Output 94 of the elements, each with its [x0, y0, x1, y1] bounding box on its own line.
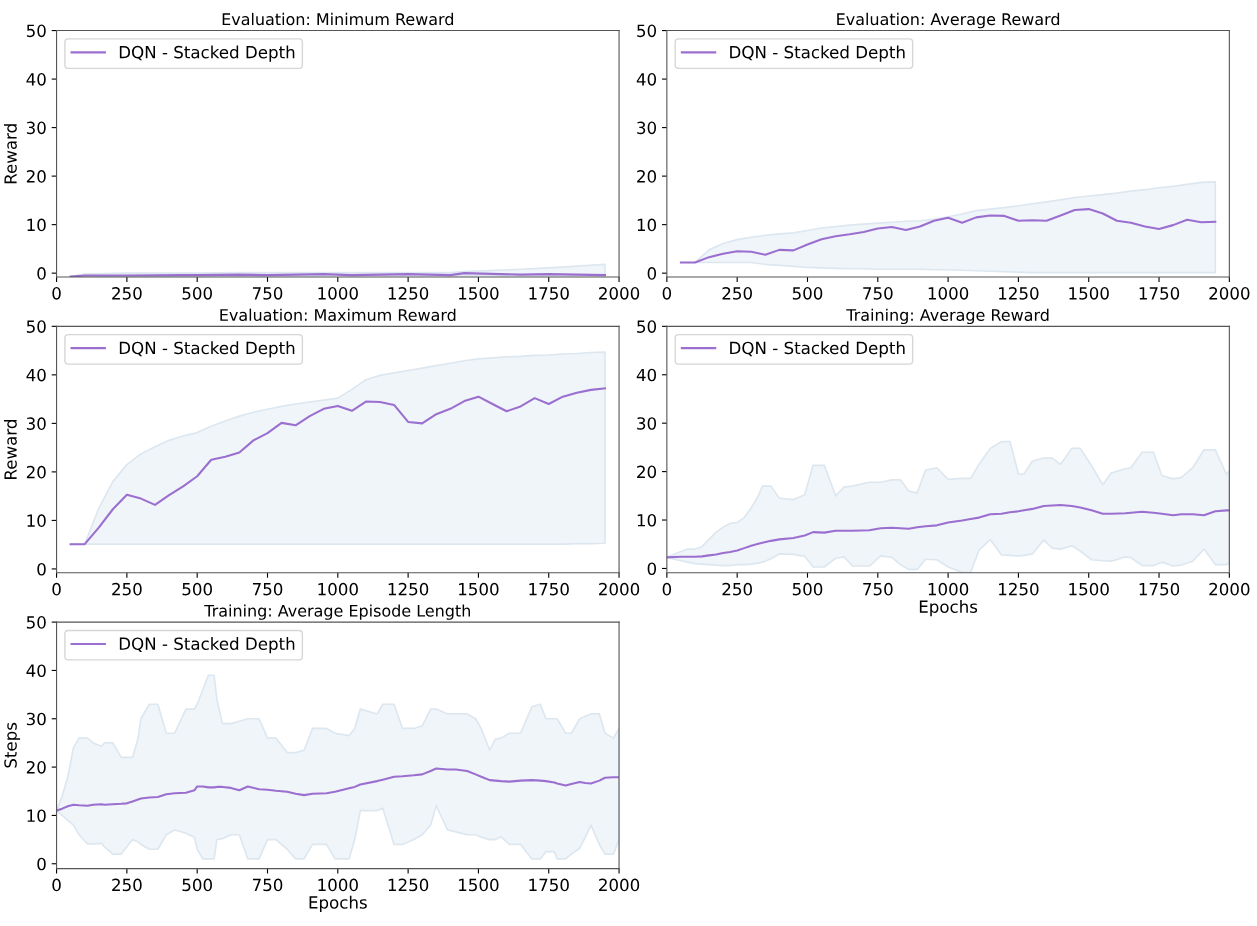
x-tick-label: 1250: [388, 582, 429, 596]
x-tick-label: 0: [52, 287, 61, 300]
y-tick-label: 20: [26, 170, 46, 183]
y-tick-label: 20: [26, 465, 46, 479]
y-tick-label: 40: [636, 73, 657, 86]
y-tick-label: 0: [647, 267, 657, 280]
x-tick-label: 1250: [999, 582, 1039, 596]
x-tick-label: 1250: [999, 287, 1039, 300]
x-tick-label: 1750: [529, 878, 569, 892]
y-tick-label: 0: [37, 562, 46, 576]
y-tick-label: 30: [26, 121, 46, 135]
y-tick-label: 40: [26, 368, 46, 382]
x-tick-label: 1500: [459, 878, 499, 892]
x-tick-label: 2000: [599, 287, 640, 300]
y-axis-title: Reward: [3, 420, 17, 479]
x-tick-label: 2000: [599, 878, 640, 892]
legend-label: DQN - Stacked Depth: [119, 341, 295, 358]
x-tick-label: 0: [662, 582, 672, 596]
y-tick-label: 30: [26, 417, 46, 430]
x-tick-label: 750: [252, 582, 283, 596]
line-series: [679, 208, 1217, 264]
x-axis-title: Epochs: [309, 895, 367, 912]
x-tick-label: 0: [52, 878, 61, 892]
legend-label: DQN - Stacked Depth: [730, 45, 905, 62]
x-tick-label: 750: [252, 287, 283, 300]
y-tick-label: 40: [26, 73, 46, 86]
x-tick-label: 250: [112, 287, 142, 300]
chart-title: Training: Average Episode Length: [204, 604, 470, 620]
y-tick-label: 10: [637, 218, 657, 232]
x-tick-label: 2000: [1209, 582, 1250, 596]
chart-title: Evaluation: Minimum Reward: [222, 12, 454, 26]
x-tick-label: 750: [863, 287, 893, 300]
x-tick-label: 750: [863, 582, 893, 596]
chart-title: Evaluation: Average Reward: [837, 12, 1060, 29]
x-tick-label: 1750: [1139, 287, 1180, 300]
y-tick-label: 50: [637, 320, 657, 333]
chart-title: Evaluation: Maximum Reward: [220, 308, 456, 321]
x-tick-label: 2000: [1209, 287, 1250, 300]
legend-label: DQN - Stacked Depth: [730, 341, 905, 358]
x-tick-label: 250: [722, 582, 752, 596]
x-axis-title: Epochs: [919, 600, 978, 617]
y-tick-label: 40: [636, 368, 657, 382]
x-tick-label: 1000: [318, 582, 358, 596]
y-tick-label: 0: [37, 267, 46, 280]
x-tick-label: 500: [182, 878, 212, 892]
x-tick-label: 2000: [599, 582, 640, 596]
x-tick-label: 1000: [318, 287, 358, 300]
y-tick-label: 20: [637, 170, 657, 183]
y-tick-label: 30: [637, 417, 657, 430]
legend-label: DQN - Stacked Depth: [119, 45, 295, 62]
x-tick-label: 250: [112, 878, 142, 892]
y-axis-title: Steps: [4, 722, 21, 768]
x-tick-label: 1250: [388, 878, 429, 892]
y-axis-title: Reward: [3, 124, 17, 184]
x-tick-label: 1000: [318, 878, 358, 892]
x-tick-label: 500: [792, 287, 823, 300]
y-tick-label: 20: [26, 761, 46, 774]
y-tick-label: 50: [637, 24, 657, 38]
x-tick-label: 750: [252, 878, 283, 892]
x-tick-label: 500: [792, 582, 823, 596]
x-tick-label: 1750: [1139, 582, 1180, 596]
y-tick-label: 30: [637, 121, 657, 135]
y-tick-label: 10: [637, 513, 657, 527]
y-tick-label: 30: [26, 712, 46, 726]
x-tick-label: 250: [722, 287, 752, 300]
x-tick-label: 500: [182, 287, 212, 300]
y-tick-label: 10: [27, 218, 46, 232]
y-tick-label: 0: [647, 562, 657, 576]
line-series: [666, 503, 1230, 559]
line-series: [69, 387, 607, 546]
line-series: [56, 767, 620, 812]
x-tick-label: 1500: [459, 287, 499, 300]
y-tick-label: 50: [26, 24, 46, 38]
y-tick-label: 10: [27, 809, 46, 822]
y-tick-label: 50: [26, 320, 46, 333]
y-tick-label: 50: [26, 616, 46, 629]
x-tick-label: 1750: [529, 287, 569, 300]
x-tick-label: 1500: [459, 582, 499, 596]
x-tick-label: 1250: [388, 287, 429, 300]
x-tick-label: 250: [112, 582, 142, 596]
y-tick-label: 40: [26, 664, 46, 678]
x-tick-label: 1000: [928, 287, 969, 300]
x-tick-label: 500: [182, 582, 212, 596]
x-tick-label: 1750: [529, 582, 569, 596]
x-tick-label: 0: [662, 287, 672, 300]
x-tick-label: 1500: [1069, 582, 1109, 596]
x-tick-label: 1000: [928, 582, 969, 596]
legend-label: DQN - Stacked Depth: [119, 637, 295, 654]
y-tick-label: 20: [637, 465, 657, 479]
x-tick-label: 1500: [1069, 287, 1109, 300]
y-tick-label: 10: [27, 514, 46, 527]
chart-title: Training: Average Reward: [846, 308, 1049, 325]
y-tick-label: 0: [37, 857, 46, 871]
x-tick-label: 0: [52, 582, 61, 596]
